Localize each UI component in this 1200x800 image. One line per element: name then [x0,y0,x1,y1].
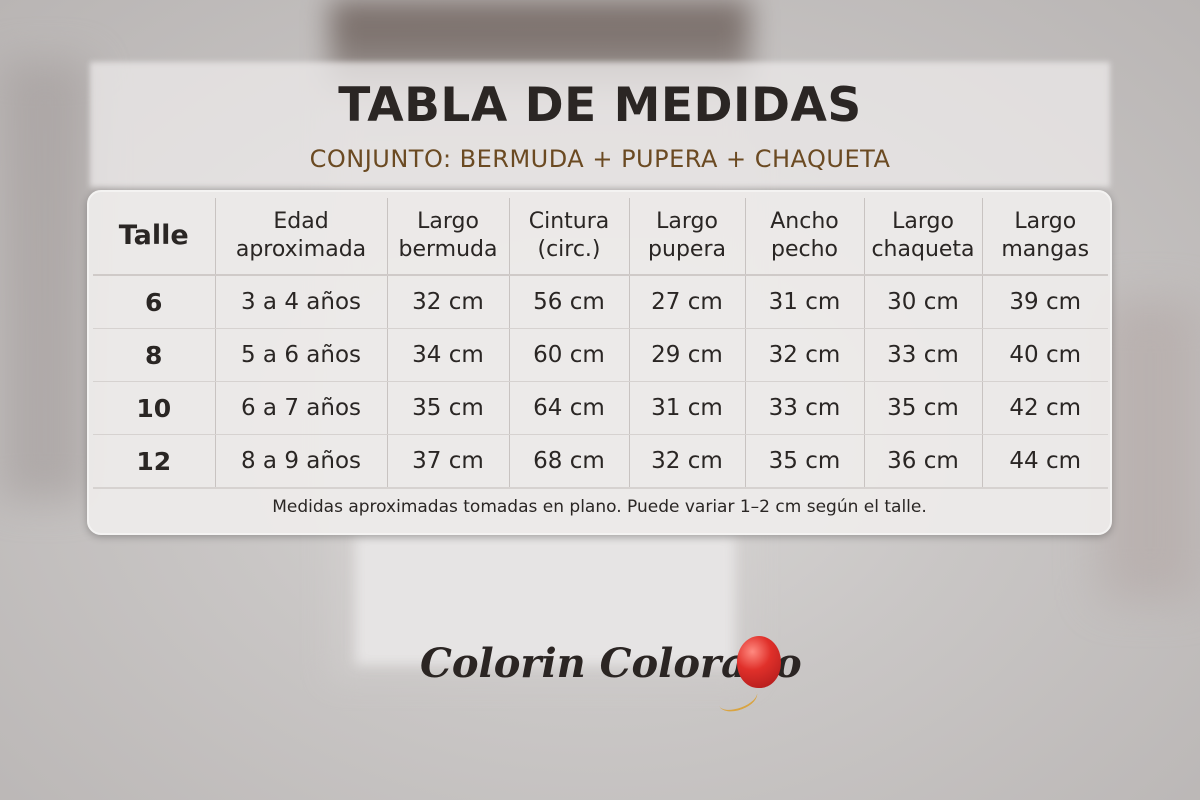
footnote: Medidas aproximadas tomadas en plano. Pu… [272,497,927,517]
measurement-cell: 36 cm [863,434,982,489]
column-header-line1: Largo [417,209,479,234]
measurement-cell: 34 cm [386,328,509,382]
measurement-cell: 30 cm [863,275,982,329]
measurement-cell: 56 cm [508,275,629,329]
measurement-cell: 5 a 6 años [214,328,387,382]
measurement-cell: 35 cm [863,381,982,435]
measurement-cell: 35 cm [744,434,864,489]
background-blur-right [1100,300,1200,600]
page-subtitle: CONJUNTO: BERMUDA + PUPERA + CHAQUETA [309,145,891,173]
column-header-line2: aproximada [235,237,367,262]
measurement-cell: 29 cm [628,328,745,382]
column-header-line1: Ancho [770,209,839,234]
column-header: Talle [93,198,215,276]
measurement-cell: 33 cm [863,328,982,382]
size-cell: 6 [93,275,215,329]
column-header: Edad aproximada [214,198,387,276]
measurement-cell: 35 cm [386,381,509,435]
column-header: Ancho pecho [744,198,864,276]
measurement-cell: 27 cm [628,275,745,329]
column-header: Cintura (circ.) [508,198,629,276]
measurement-cell: 33 cm [744,381,864,435]
measurement-cell: 68 cm [508,434,629,489]
measurement-cell: 6 a 7 años [214,381,387,435]
column-header-line2: chaqueta [871,237,975,262]
column-header: Largo mangas [981,198,1108,276]
column-header: Largo bermuda [386,198,509,276]
column-header-line1: Largo [1014,209,1077,234]
column-header-line2: mangas [1001,237,1090,262]
measurement-cell: 32 cm [628,434,745,489]
column-header-line2: pupera [648,237,726,262]
measurement-cell: 31 cm [744,275,864,329]
measurement-cell: 44 cm [981,434,1108,489]
measurement-cell: 64 cm [508,381,629,435]
balloon-icon [737,636,781,688]
measurement-cell: 32 cm [744,328,864,382]
table-row: 10 6 a 7 años 35 cm 64 cm 31 cm 33 cm 35 cm 42 … [93,381,1108,435]
background-shorts [355,535,735,665]
size-cell: 12 [93,434,215,489]
measurement-cell: 39 cm [981,275,1108,329]
size-cell: 8 [93,328,215,382]
table-header-row: Talle Edad aproximada Largo bermuda Cintura (c… [93,198,1108,276]
title-band [90,62,1110,187]
background-blur-left [0,60,90,500]
table-row: 12 8 a 9 años 37 cm 68 cm 32 cm 35 cm 36 cm 44 … [93,434,1108,489]
column-header-line2: pecho [771,237,838,262]
column-header: Largo pupera [628,198,745,276]
size-cell: 10 [93,381,215,435]
column-header-line1: Largo [892,209,954,234]
measurement-cell: 32 cm [386,275,509,329]
column-header: Largo chaqueta [863,198,982,276]
page-title: TABLA DE MEDIDAS [338,78,862,133]
size-table: Talle Edad aproximada Largo bermuda Cintura (c… [93,198,1108,489]
column-header-line2: (circ.) [537,237,601,262]
measurement-cell: 31 cm [628,381,745,435]
measurement-cell: 40 cm [981,328,1108,382]
measurement-cell: 42 cm [981,381,1108,435]
column-header-line1: Cintura [528,209,610,234]
size-table-card: Talle Edad aproximada Largo bermuda Cintura (c… [87,190,1112,535]
measurement-cell: 8 a 9 años [214,434,387,489]
measurement-cell: 37 cm [386,434,509,489]
column-header-line1: Largo [656,209,718,234]
measurement-cell: 3 a 4 años [214,275,387,329]
measurement-cell: 60 cm [508,328,629,382]
column-header-line1: Edad [273,209,329,234]
column-header-line2: bermuda [398,237,498,262]
column-header-line1: Talle [118,220,189,251]
